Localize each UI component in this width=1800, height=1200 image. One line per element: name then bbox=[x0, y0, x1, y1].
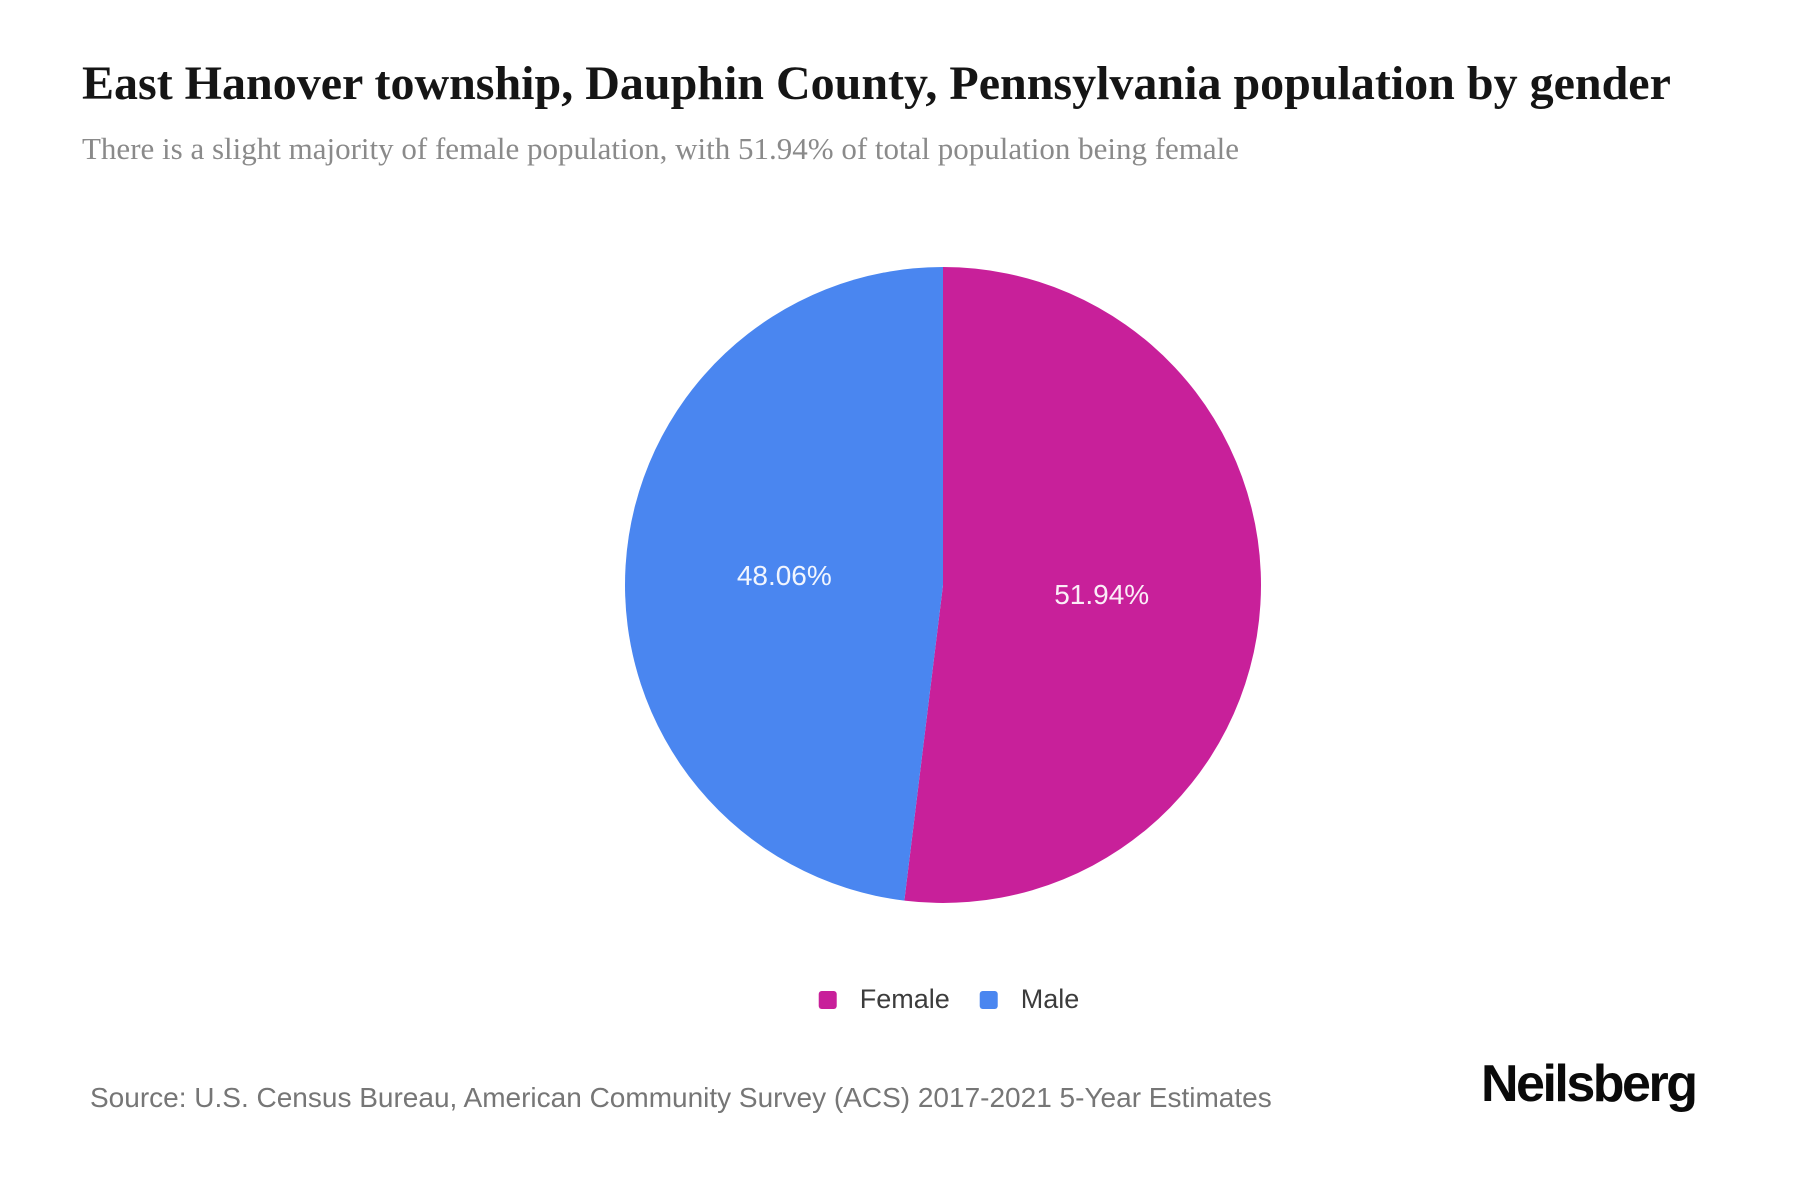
legend-item-female[interactable]: Female bbox=[818, 984, 950, 1014]
pie-slice-male[interactable] bbox=[625, 267, 943, 901]
chart-legend: Female Male bbox=[818, 984, 1080, 1014]
pie-label-male: 48.06% bbox=[737, 560, 832, 591]
chart-title: East Hanover township, Dauphin County, P… bbox=[82, 57, 1671, 110]
legend-item-male[interactable]: Male bbox=[979, 984, 1080, 1014]
pie-slice-female[interactable] bbox=[904, 267, 1262, 903]
legend-label-male: Male bbox=[1020, 984, 1080, 1014]
male-color-swatch bbox=[979, 990, 998, 1009]
chart-subtitle: There is a slight majority of female pop… bbox=[82, 131, 1240, 166]
legend-label-female: Female bbox=[859, 984, 950, 1014]
source-note: Source: U.S. Census Bureau, American Com… bbox=[90, 1082, 1272, 1113]
brand-logo: Neilsberg bbox=[1481, 1055, 1698, 1113]
female-color-swatch bbox=[818, 990, 837, 1009]
pie-chart: 51.94% 48.06% bbox=[625, 267, 1262, 903]
pie-label-female: 51.94% bbox=[1054, 579, 1149, 610]
